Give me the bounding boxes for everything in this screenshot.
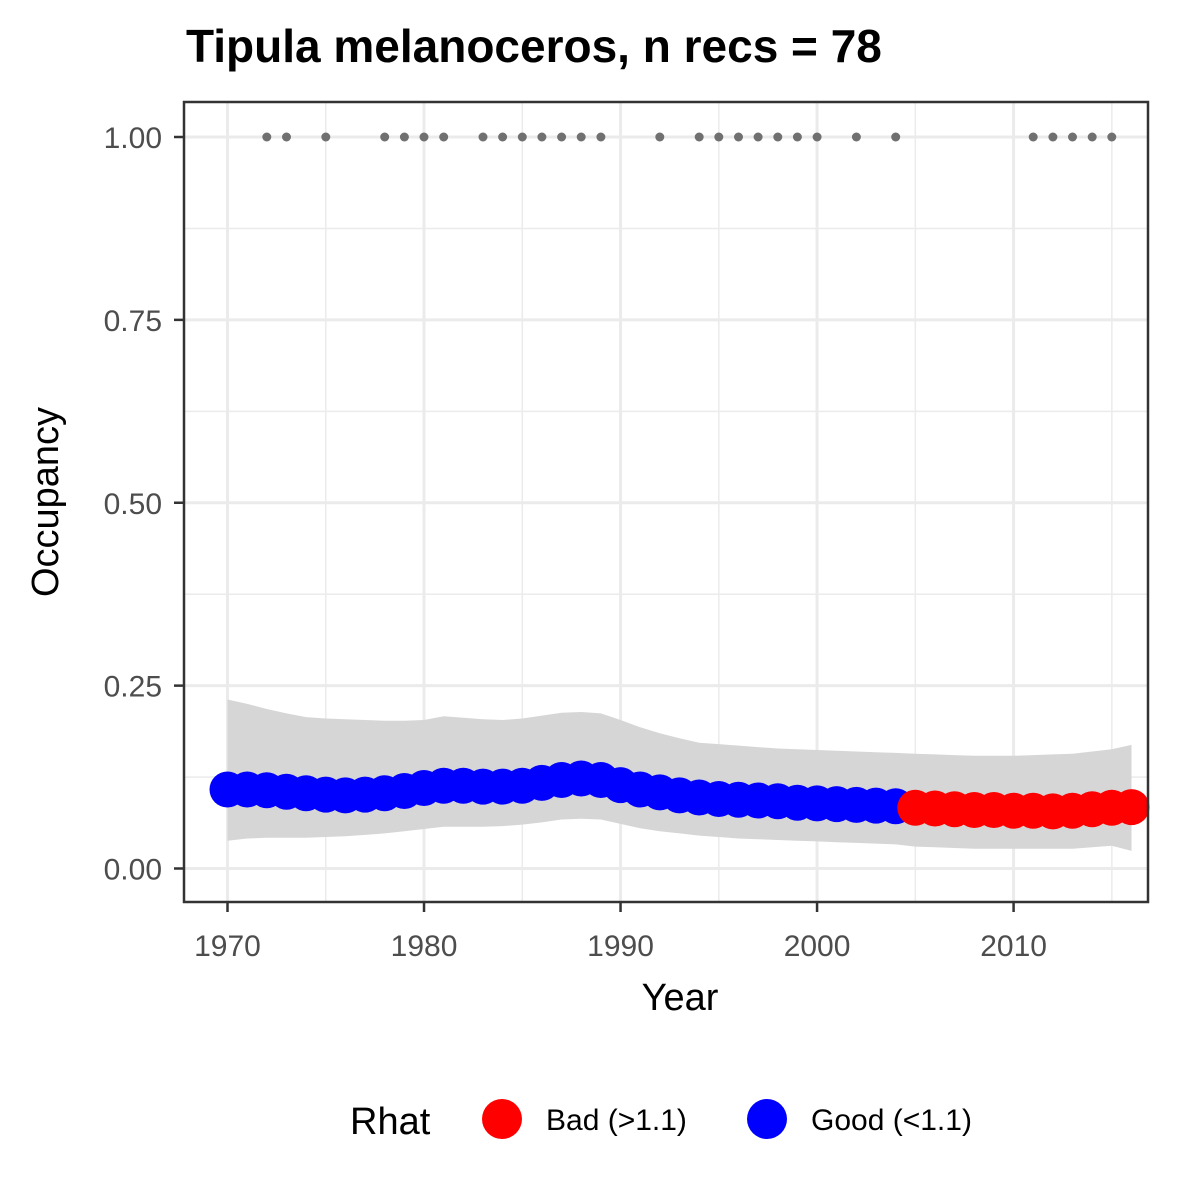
record-point — [380, 132, 390, 142]
record-point — [498, 132, 508, 142]
chart-title: Tipula melanoceros, n recs = 78 — [186, 20, 882, 72]
record-point — [694, 132, 704, 142]
record-point — [576, 132, 586, 142]
legend-key-bad — [482, 1099, 522, 1139]
y-tick-label: 0.50 — [104, 488, 162, 521]
record-point — [753, 132, 763, 142]
legend-label-bad: Bad (>1.1) — [546, 1104, 687, 1137]
record-point — [282, 132, 291, 142]
x-tick-label: 1990 — [587, 930, 654, 963]
record-point — [1107, 132, 1117, 142]
record-point — [557, 132, 567, 142]
x-axis-title: Year — [642, 977, 719, 1019]
x-tick-label: 2000 — [784, 930, 851, 963]
record-point — [478, 132, 488, 142]
y-axis-title: Occupancy — [25, 407, 67, 597]
record-point — [1028, 132, 1038, 142]
y-tick-label: 0.25 — [104, 671, 162, 704]
x-tick-label: 1980 — [391, 930, 458, 963]
record-point — [399, 132, 409, 142]
record-point — [537, 132, 547, 142]
y-tick-label: 1.00 — [104, 122, 162, 155]
legend-label-good: Good (<1.1) — [811, 1104, 972, 1137]
y-tick-label: 0.00 — [104, 854, 162, 887]
record-point — [773, 132, 783, 142]
legend-title: Rhat — [350, 1101, 431, 1143]
y-tick-label: 0.75 — [104, 305, 162, 338]
legend-key-good — [747, 1099, 787, 1139]
record-point — [714, 132, 724, 142]
record-point — [321, 132, 331, 142]
record-point — [1068, 132, 1077, 142]
record-point — [262, 132, 272, 142]
occupancy-point-bad — [1113, 789, 1150, 826]
record-point — [812, 132, 822, 142]
record-point — [734, 132, 743, 142]
x-tick-label: 1970 — [194, 930, 261, 963]
record-point — [655, 132, 665, 142]
record-point — [596, 132, 606, 142]
x-tick-label: 2010 — [980, 930, 1047, 963]
record-point — [1048, 132, 1058, 142]
legend: Rhat Bad (>1.1) Good (<1.1) — [350, 1099, 972, 1143]
record-point — [1087, 132, 1097, 142]
axis-layer: 1970 1980 1990 2000 2010 0.00 0.25 0.50 0.75 1.00 — [104, 122, 1047, 963]
record-point — [517, 132, 527, 142]
record-point — [891, 132, 901, 142]
record-point — [419, 132, 429, 142]
record-point — [792, 132, 802, 142]
record-point — [851, 132, 861, 142]
occupancy-points-layer — [209, 760, 1150, 830]
record-points-layer — [262, 132, 1117, 142]
record-point — [439, 132, 449, 142]
